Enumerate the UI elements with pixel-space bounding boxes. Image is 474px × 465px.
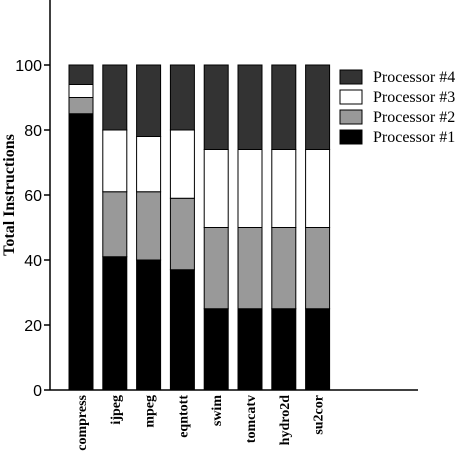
bar-segment-eqntott-p4 bbox=[169, 64, 195, 131]
bar-segment-ijpeg-p2 bbox=[102, 191, 128, 258]
bar-segment-compress-p2 bbox=[68, 97, 94, 115]
y-tick-label-0: 0 bbox=[33, 383, 42, 400]
y-tick-label-80: 80 bbox=[24, 123, 42, 140]
y-tick-label-20: 20 bbox=[24, 318, 42, 335]
y-tick-label-100: 100 bbox=[15, 58, 42, 75]
bar-segment-mpeg-p2 bbox=[136, 191, 162, 261]
legend-swatch-3 bbox=[339, 109, 363, 125]
bar-segment-hydro2d-p4 bbox=[271, 64, 297, 150]
bar-segment-compress-p1 bbox=[68, 113, 94, 391]
bar-segment-ijpeg-p1 bbox=[102, 256, 128, 391]
x-tick-label-ijpeg: ijpeg bbox=[109, 395, 124, 425]
x-tick-label-hydro2d: hydro2d bbox=[278, 395, 293, 446]
bar-segment-tomcatv-p1 bbox=[237, 308, 263, 391]
bar-segment-tomcatv-p3 bbox=[237, 149, 263, 228]
bar-segment-swim-p4 bbox=[203, 64, 229, 150]
bar-segment-su2cor-p2 bbox=[305, 227, 331, 310]
bar-segment-hydro2d-p1 bbox=[271, 308, 297, 391]
x-tick-label-eqntott: eqntott bbox=[176, 395, 191, 438]
x-labels-group: compress ijpeg mpeg eqntott swim tomcatv hydro… bbox=[75, 394, 327, 450]
bar-segment-hydro2d-p3 bbox=[271, 149, 297, 228]
bar-segment-tomcatv-p4 bbox=[237, 64, 263, 150]
legend-label-2: Processor #3 bbox=[373, 89, 455, 106]
legend-swatch-2 bbox=[339, 89, 363, 105]
bar-segment-swim-p2 bbox=[203, 227, 229, 310]
legend-swatch-1 bbox=[339, 69, 363, 85]
bar-segment-mpeg-p1 bbox=[136, 259, 162, 391]
legend: Processor #4 Processor #3 Processor #2 Proc… bbox=[339, 69, 455, 146]
bar-segment-ijpeg-p3 bbox=[102, 129, 128, 193]
legend-label-1: Processor #4 bbox=[373, 69, 455, 86]
bar-segment-compress-p4 bbox=[68, 64, 94, 85]
legend-swatch-4 bbox=[339, 129, 363, 145]
bar-segment-swim-p1 bbox=[203, 308, 229, 391]
bar-segment-su2cor-p4 bbox=[305, 64, 331, 150]
bar-segment-ijpeg-p4 bbox=[102, 64, 128, 131]
bar-segment-mpeg-p3 bbox=[136, 136, 162, 193]
x-tick-label-mpeg: mpeg bbox=[143, 395, 158, 428]
x-tick-label-swim: swim bbox=[210, 395, 225, 426]
y-tick-label-60: 60 bbox=[24, 188, 42, 205]
y-ticks-group: 0 20 40 60 80 100 bbox=[15, 58, 50, 400]
x-tick-label-su2cor: su2cor bbox=[312, 395, 327, 435]
y-tick-label-40: 40 bbox=[24, 253, 42, 270]
legend-label-4: Processor #1 bbox=[373, 129, 455, 146]
bar-segment-eqntott-p2 bbox=[169, 197, 195, 271]
bar-segment-eqntott-p3 bbox=[169, 129, 195, 199]
bar-segment-tomcatv-p2 bbox=[237, 227, 263, 310]
legend-label-3: Processor #2 bbox=[373, 109, 455, 126]
bar-segment-eqntott-p1 bbox=[169, 269, 195, 391]
x-tick-label-tomcatv: tomcatv bbox=[244, 395, 259, 443]
x-tick-label-compress: compress bbox=[75, 394, 90, 450]
bar-segment-hydro2d-p2 bbox=[271, 227, 297, 310]
bar-segment-swim-p3 bbox=[203, 149, 229, 228]
bars-group bbox=[68, 64, 331, 391]
y-axis-label: Total Instructions bbox=[1, 134, 18, 256]
bar-segment-mpeg-p4 bbox=[136, 64, 162, 137]
bar-segment-su2cor-p1 bbox=[305, 308, 331, 391]
bar-segment-compress-p3 bbox=[68, 84, 94, 98]
bar-segment-su2cor-p3 bbox=[305, 149, 331, 228]
